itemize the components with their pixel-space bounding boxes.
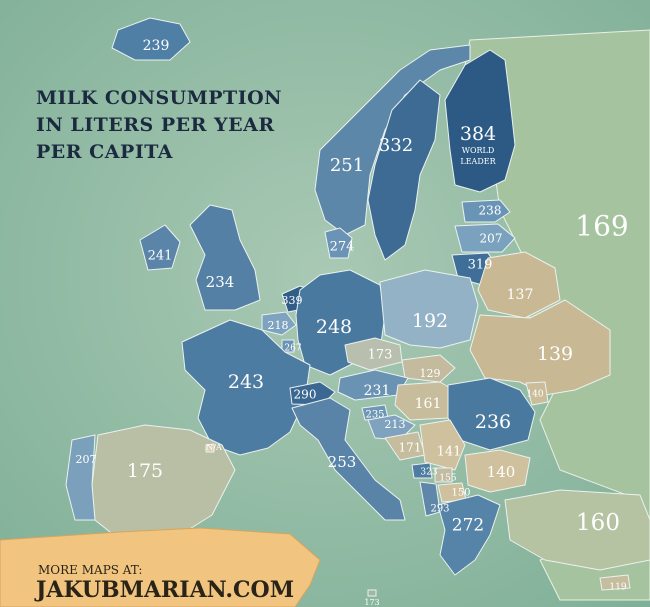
label-luxembourg: 267: [284, 344, 301, 354]
label-sweden: 332: [379, 135, 413, 156]
country-slovakia[interactable]: [401, 354, 456, 383]
country-poland[interactable]: [379, 269, 479, 349]
map-title: MILK CONSUMPTION IN LITERS PER YEAR PER …: [36, 87, 282, 163]
label-belarus: 137: [507, 287, 534, 303]
label-italy: 253: [328, 453, 357, 471]
label-czechia: 173: [368, 348, 393, 363]
footer-banner: MORE MAPS AT: JAKUBMARIAN.COM: [0, 527, 321, 607]
country-ukraine[interactable]: [469, 299, 611, 396]
label-bosnia: 171: [399, 441, 422, 455]
label-norway: 251: [330, 155, 364, 176]
label-ukraine: 139: [537, 343, 573, 365]
label-uk: 234: [206, 273, 235, 291]
label-russia: 169: [575, 210, 628, 243]
title-line-2: IN LITERS PER YEAR: [36, 114, 275, 136]
label-romania: 236: [475, 411, 511, 433]
label-turkey: 160: [576, 510, 620, 536]
country-italy[interactable]: [291, 397, 406, 521]
label-denmark: 274: [330, 240, 355, 255]
country-croatia[interactable]: [367, 414, 416, 441]
label-moldova: 140: [526, 390, 543, 400]
finland-note-line2: LEADER: [460, 157, 496, 166]
label-macedonia: 150: [451, 488, 470, 499]
title-line-1: MILK CONSUMPTION: [36, 87, 282, 109]
label-spain: 175: [127, 460, 163, 482]
banner-parchment: [0, 527, 321, 607]
footer-line-1: MORE MAPS AT:: [38, 563, 142, 577]
title-line-3: PER CAPITA: [36, 141, 173, 163]
footer-link[interactable]: JAKUBMARIAN.COM: [34, 577, 294, 603]
country-luxembourg[interactable]: [281, 339, 295, 353]
finland-note-line1: WORLD: [462, 146, 495, 155]
country-sweden[interactable]: [367, 79, 441, 261]
label-iceland: 239: [143, 38, 170, 54]
label-austria: 231: [364, 383, 391, 399]
country-denmark[interactable]: [324, 227, 353, 259]
country-moldova[interactable]: [525, 381, 549, 406]
label-germany: 248: [316, 316, 352, 338]
label-montenegro: 323: [420, 468, 437, 478]
label-hungary: 161: [415, 396, 442, 412]
label-france: 243: [228, 371, 264, 393]
label-kosovo: 155: [439, 474, 456, 484]
country-serbia[interactable]: [419, 419, 466, 471]
country-malta[interactable]: [367, 589, 377, 597]
country-montenegro[interactable]: [411, 462, 433, 479]
label-bulgaria: 140: [487, 463, 516, 481]
label-switzerland: 290: [294, 388, 317, 402]
country-france[interactable]: [181, 319, 311, 456]
label-albania: 293: [430, 504, 449, 515]
label-finland: 384: [460, 123, 496, 145]
country-kosovo[interactable]: [434, 467, 453, 483]
label-slovenia: 235: [365, 410, 384, 421]
label-netherlands: 339: [282, 294, 303, 307]
country-finland[interactable]: [444, 49, 516, 193]
label-slovakia: 129: [420, 367, 441, 380]
label-serbia: 141: [437, 445, 462, 460]
label-greece: 272: [452, 516, 484, 536]
label-poland: 192: [412, 310, 448, 332]
label-portugal: 207: [76, 453, 97, 466]
country-belgium[interactable]: [261, 311, 297, 336]
label-estonia: 238: [479, 204, 502, 218]
label-belgium: 218: [268, 319, 289, 332]
label-croatia: 213: [385, 418, 406, 431]
country-uk[interactable]: [189, 204, 261, 311]
country-portugal[interactable]: [65, 434, 96, 521]
label-andorra: N/A: [206, 443, 222, 452]
country-iceland[interactable]: [111, 17, 191, 61]
country-ireland[interactable]: [139, 224, 181, 271]
label-lithuania: 319: [468, 258, 493, 273]
label-cyprus: 119: [609, 583, 626, 593]
country-estonia[interactable]: [461, 199, 511, 223]
label-malta: 173: [364, 598, 379, 607]
country-norway[interactable]: [314, 44, 471, 236]
country-belarus[interactable]: [477, 251, 561, 319]
country-bulgaria[interactable]: [464, 449, 531, 493]
country-latvia[interactable]: [454, 223, 516, 253]
country-andorra[interactable]: [205, 443, 215, 453]
country-turkey[interactable]: [504, 489, 650, 571]
country-greece[interactable]: [437, 494, 501, 576]
label-latvia: 207: [480, 232, 503, 246]
label-ireland: 241: [148, 249, 173, 264]
country-cyprus[interactable]: [599, 574, 631, 591]
